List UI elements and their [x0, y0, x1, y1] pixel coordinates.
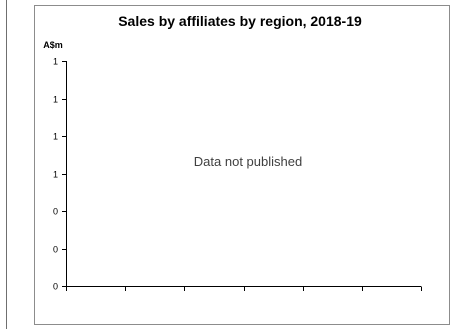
y-tick-label: 0 — [53, 282, 58, 292]
y-tick-label: 1 — [53, 57, 58, 67]
adjacent-panel-border — [6, 0, 7, 329]
y-tick-label: 1 — [53, 95, 58, 105]
y-tick-label: 0 — [53, 245, 58, 255]
chart-title: Sales by affiliates by region, 2018-19 — [118, 13, 362, 29]
y-tick-label: 0 — [53, 207, 58, 217]
y-axis-label: A$m — [43, 40, 63, 50]
y-tick-label: 1 — [53, 132, 58, 142]
data-not-published-notice: Data not published — [194, 154, 302, 169]
y-tick-label: 1 — [53, 170, 58, 180]
adjacent-panel-edge — [0, 0, 10, 329]
chart-axes: 0 0 0 1 1 1 1 — [53, 57, 422, 292]
chart-frame — [34, 5, 450, 325]
